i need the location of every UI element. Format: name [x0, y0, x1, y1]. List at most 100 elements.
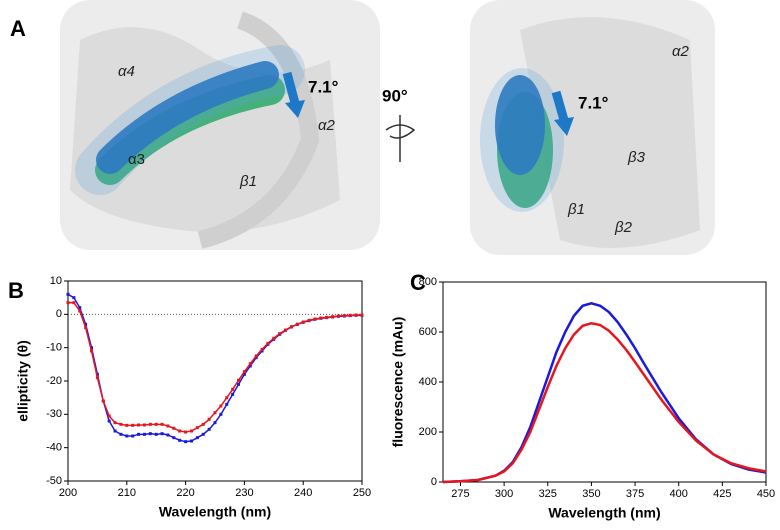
data-point — [213, 421, 217, 425]
data-point — [266, 341, 270, 345]
data-point — [119, 422, 123, 426]
data-point — [195, 426, 199, 430]
data-point — [84, 322, 88, 326]
data-point — [166, 424, 170, 428]
x-tick-label: 350 — [582, 488, 600, 500]
data-point — [160, 432, 164, 436]
structure-label: β1 — [239, 173, 257, 190]
panel-label: B — [8, 278, 24, 303]
data-point — [137, 423, 141, 427]
data-point — [90, 349, 94, 353]
structure-right — [470, 0, 715, 255]
data-point — [231, 387, 235, 391]
data-point — [107, 414, 111, 418]
structure-label: β3 — [627, 149, 646, 166]
data-point — [231, 392, 235, 396]
data-point — [195, 436, 199, 440]
x-tick-label: 425 — [713, 488, 731, 500]
data-point — [260, 347, 264, 351]
data-point — [172, 436, 176, 440]
data-point — [248, 362, 252, 366]
angle-label: 7.1° — [308, 77, 339, 96]
data-point — [131, 434, 135, 438]
y-tick-label: -50 — [46, 475, 62, 487]
structure-label: α4 — [118, 63, 135, 80]
data-point — [248, 364, 252, 368]
y-axis-title: fluorescence (mAu) — [390, 317, 406, 448]
data-point — [237, 382, 241, 386]
data-point — [254, 356, 258, 360]
data-point — [272, 336, 276, 340]
x-tick-label: 230 — [235, 487, 253, 499]
data-point — [189, 429, 193, 433]
data-line — [442, 321, 767, 484]
data-point — [72, 296, 76, 300]
data-point — [178, 438, 182, 442]
data-point — [78, 309, 82, 313]
data-point — [201, 422, 205, 426]
x-tick-label: 200 — [59, 487, 77, 499]
data-point — [142, 432, 146, 436]
structure-label: β2 — [614, 219, 633, 236]
data-point — [184, 430, 188, 434]
data-point — [289, 325, 293, 329]
y-tick-label: -30 — [46, 408, 62, 420]
plot-frame — [442, 281, 767, 483]
data-point — [125, 423, 129, 427]
angle-label: 7.1° — [578, 93, 609, 112]
data-point — [336, 314, 340, 318]
data-point — [207, 427, 211, 431]
data-point — [72, 301, 76, 305]
y-axis-title: ellipticity (θ) — [15, 340, 31, 421]
structure-left — [60, 0, 380, 250]
data-point — [242, 372, 246, 376]
x-axis-title: Wavelength (nm) — [548, 505, 660, 521]
x-tick-label: 210 — [118, 487, 136, 499]
x-tick-label: 375 — [626, 488, 644, 500]
data-point — [307, 318, 311, 322]
y-tick-label: 800 — [419, 276, 437, 288]
rotation-label: 90° — [382, 86, 408, 105]
structure-label: α2 — [318, 117, 336, 134]
data-point — [154, 432, 158, 436]
data-point — [95, 376, 99, 380]
panel-label: C — [410, 270, 426, 295]
data-point — [154, 422, 158, 426]
data-point — [142, 423, 146, 427]
structure-label: α3 — [128, 151, 145, 168]
data-point — [113, 429, 117, 433]
data-point — [319, 316, 323, 320]
data-point — [148, 432, 152, 436]
data-point — [313, 317, 317, 321]
x-axis-title: Wavelength (nm) — [159, 504, 271, 520]
y-tick-label: 600 — [419, 326, 437, 338]
y-tick-label: -10 — [46, 342, 62, 354]
data-point — [331, 315, 335, 319]
data-point — [66, 301, 70, 305]
data-point — [284, 328, 288, 332]
data-point — [254, 354, 258, 358]
data-point — [242, 370, 246, 374]
data-point — [101, 399, 105, 403]
data-point — [219, 404, 223, 408]
data-point — [166, 433, 170, 437]
data-point — [113, 421, 117, 425]
x-tick-label: 275 — [451, 488, 469, 500]
data-point — [348, 313, 352, 317]
data-point — [78, 306, 82, 310]
data-point — [119, 432, 123, 436]
rotation-icon — [385, 115, 416, 162]
data-point — [137, 432, 141, 436]
data-point — [189, 439, 193, 443]
panel-label: A — [10, 16, 26, 41]
data-point — [90, 346, 94, 350]
data-point — [148, 422, 152, 426]
data-point — [225, 396, 229, 400]
y-tick-label: -40 — [46, 442, 62, 454]
y-tick-label: -20 — [46, 375, 62, 387]
data-point — [225, 402, 229, 406]
data-point — [160, 422, 164, 426]
data-point — [325, 315, 329, 319]
plot-frame — [67, 280, 363, 482]
